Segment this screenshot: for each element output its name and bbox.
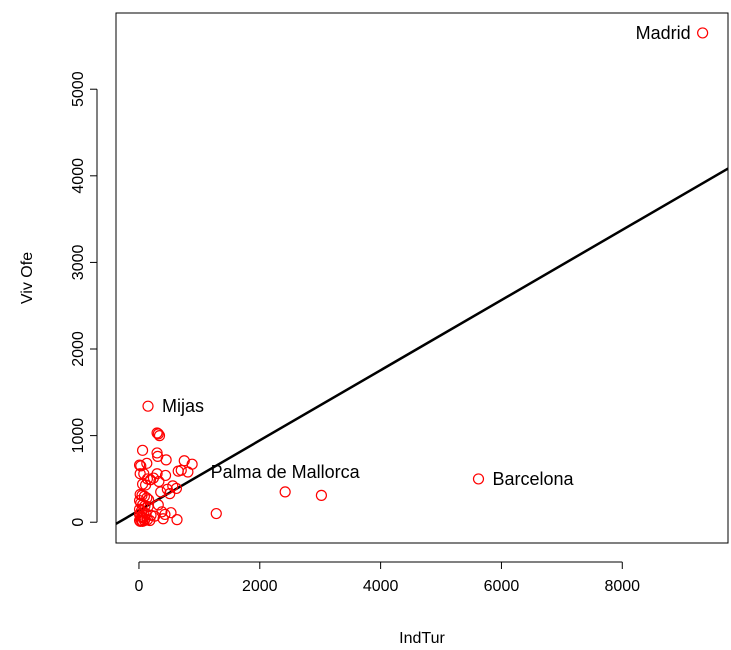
data-point xyxy=(135,460,147,472)
data-point xyxy=(153,430,166,442)
point-labels-layer: Madrid Barcelona Palma de Mallorca Mijas xyxy=(162,23,691,489)
regression-line xyxy=(115,167,729,525)
data-point xyxy=(138,514,150,527)
y-tick-label: 2000 xyxy=(70,331,87,367)
x-tick-label: 2000 xyxy=(242,578,278,595)
data-point xyxy=(147,472,160,484)
data-point xyxy=(144,514,156,527)
data-point xyxy=(136,444,149,456)
y-tick-label: 1000 xyxy=(70,418,87,454)
x-tick-label: 8000 xyxy=(604,578,640,595)
data-point xyxy=(152,428,164,440)
data-point xyxy=(315,489,328,501)
data-point xyxy=(140,479,152,491)
data-point xyxy=(142,400,154,412)
x-tick-label: 6000 xyxy=(484,578,520,595)
data-point xyxy=(159,469,172,482)
data-point xyxy=(135,514,147,527)
data-point xyxy=(153,475,165,488)
x-axis: 0 2000 4000 6000 8000 xyxy=(135,561,640,595)
point-label: Palma de Mallorca xyxy=(211,462,361,482)
data-point xyxy=(175,464,187,476)
point-label: Mijas xyxy=(162,396,204,416)
x-axis-label: IndTur xyxy=(399,630,445,647)
data-point xyxy=(167,480,179,492)
y-tick-label: 0 xyxy=(70,518,87,527)
y-axis: 0 1000 2000 3000 4000 5000 xyxy=(70,71,98,527)
data-point xyxy=(160,454,172,466)
x-tick-label: 4000 xyxy=(363,578,399,595)
plot-frame xyxy=(115,12,729,544)
data-point xyxy=(155,486,167,498)
y-axis-label: Viv Ofe xyxy=(19,252,36,304)
y-tick-label: 4000 xyxy=(70,158,87,194)
y-tick-label: 3000 xyxy=(70,245,87,281)
point-label: Barcelona xyxy=(492,469,574,489)
data-point xyxy=(279,486,291,498)
data-point xyxy=(157,513,169,525)
data-point xyxy=(472,473,485,485)
data-point xyxy=(141,457,153,469)
data-point xyxy=(134,468,146,480)
data-point xyxy=(152,499,164,511)
data-point xyxy=(697,27,709,39)
data-point xyxy=(151,427,163,439)
data-point xyxy=(182,466,194,478)
point-label: Madrid xyxy=(636,23,691,43)
y-tick-label: 5000 xyxy=(70,71,87,107)
data-point xyxy=(210,507,222,520)
data-points-layer xyxy=(133,27,709,527)
data-point xyxy=(164,488,176,500)
regression-line-layer xyxy=(115,167,729,525)
data-point xyxy=(165,507,177,519)
data-point xyxy=(171,514,183,526)
x-tick-label: 0 xyxy=(135,578,144,595)
